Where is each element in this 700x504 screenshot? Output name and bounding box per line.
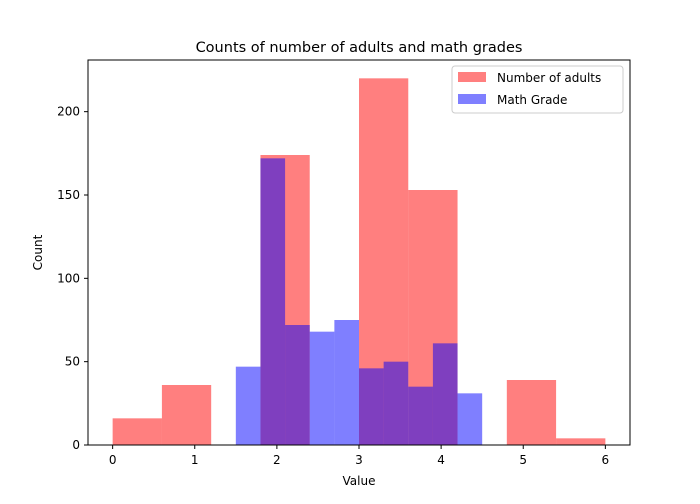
x-tick-label-1: 1: [191, 453, 199, 467]
y-tick-label-100: 100: [57, 271, 80, 285]
bar-number-of-adults-8: [506, 380, 557, 445]
x-tick-label-4: 4: [437, 453, 445, 467]
chart-title: Counts of number of adults and math grad…: [196, 40, 523, 56]
bar-math-grade-2: [285, 325, 310, 445]
bar-math-grade-5: [359, 368, 384, 445]
y-tick-label-0: 0: [72, 438, 80, 452]
y-tick-label-150: 150: [57, 188, 80, 202]
x-tick-label-3: 3: [355, 453, 363, 467]
legend-box: [451, 65, 624, 114]
x-tick-label-2: 2: [273, 453, 281, 467]
y-tick-label-50: 50: [65, 355, 80, 369]
x-axis-label: Value: [343, 474, 376, 488]
bar-math-grade-4: [334, 320, 359, 445]
bar-number-of-adults-9: [556, 438, 606, 445]
bar-math-grade-3: [309, 331, 335, 445]
bar-math-grade-8: [432, 343, 458, 445]
legend: Number of adults Math Grade: [451, 65, 624, 114]
bars-layer: [112, 78, 606, 446]
bar-number-of-adults-0: [112, 418, 162, 445]
bar-math-grade-7: [408, 386, 433, 445]
legend-label-math-grade: Math Grade: [497, 93, 567, 107]
x-tick-label-6: 6: [602, 453, 610, 467]
y-tick-label-200: 200: [57, 105, 80, 119]
bar-math-grade-0: [235, 366, 261, 445]
legend-swatch-number-of-adults: [458, 72, 486, 82]
legend-label-number-of-adults: Number of adults: [497, 71, 601, 85]
x-tick-label-0: 0: [109, 453, 117, 467]
x-tick-label-5: 5: [519, 453, 527, 467]
bar-math-grade-1: [260, 158, 286, 446]
y-axis-label: Count: [31, 234, 45, 270]
legend-swatch-math-grade: [458, 94, 486, 104]
bar-number-of-adults-1: [161, 385, 212, 445]
ticks-layer: 0 1 2 3 4 5 6 0 50 100 150 200: [57, 105, 609, 467]
bar-math-grade-9: [457, 393, 483, 445]
bar-math-grade-6: [383, 361, 409, 445]
